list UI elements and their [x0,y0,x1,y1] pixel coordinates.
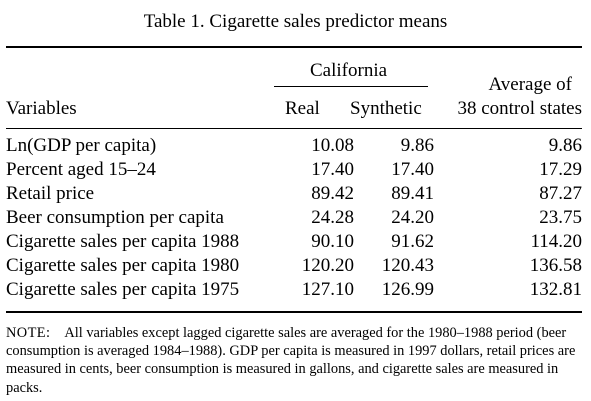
row-average: 114.20 [530,231,582,252]
header-synthetic: Synthetic [350,98,422,119]
row-variable: Percent aged 15–24 [6,159,156,180]
header-group-california: California [310,60,388,81]
row-average: 23.75 [539,207,582,228]
row-average: 9.86 [548,135,582,156]
row-synthetic: 120.43 [381,255,434,276]
table-row: Percent aged 15–24 17.40 17.40 17.29 [6,158,582,182]
row-synthetic: 91.62 [391,231,434,252]
table-row: Cigarette sales per capita 1980 120.20 1… [6,254,582,278]
table-row: Cigarette sales per capita 1988 90.10 91… [6,230,582,254]
row-variable: Retail price [6,183,95,204]
row-synthetic: 89.41 [391,183,434,204]
bottom-rule [6,311,582,313]
row-real: 89.42 [311,183,354,204]
row-average: 132.81 [529,279,582,300]
row-synthetic: 24.20 [391,207,434,228]
header-variables: Variables [6,98,77,119]
table-caption: Table 1. Cigarette sales predictor means [143,11,448,32]
note-label: NOTE: [6,325,51,341]
row-real: 17.40 [311,159,354,180]
header-rule [6,128,582,129]
table-row: Retail price 89.42 89.41 87.27 [6,182,582,206]
row-variable: Beer consumption per capita [6,207,224,228]
row-average: 87.27 [539,183,582,204]
header-real: Real [285,98,320,119]
row-real: 120.20 [301,255,354,276]
header-average-line1: Average of [488,74,572,95]
row-average: 17.29 [539,159,582,180]
row-synthetic: 9.86 [400,135,434,156]
california-group-underline [274,86,428,87]
row-variable: Cigarette sales per capita 1975 [6,279,240,300]
table-note: NOTE: All variables except lagged cigaret… [6,324,584,397]
row-variable: Ln(GDP per capita) [6,135,157,156]
row-variable: Cigarette sales per capita 1980 [6,255,240,276]
top-rule [6,46,582,48]
table-row: Ln(GDP per capita) 10.08 9.86 9.86 [6,134,582,158]
table-row: Beer consumption per capita 24.28 24.20 … [6,206,582,230]
row-synthetic: 17.40 [391,159,434,180]
row-variable: Cigarette sales per capita 1988 [6,231,240,252]
row-synthetic: 126.99 [381,279,434,300]
table-row: Cigarette sales per capita 1975 127.10 1… [6,278,582,302]
note-text: All variables except lagged cigarette sa… [6,325,576,396]
header-average-line2: 38 control states [457,98,582,119]
predictor-means-table: Ln(GDP per capita) 10.08 9.86 9.86 Perce… [6,134,582,302]
row-real: 90.10 [311,231,354,252]
row-average: 136.58 [529,255,582,276]
row-real: 127.10 [301,279,354,300]
row-real: 24.28 [311,207,354,228]
row-real: 10.08 [311,135,354,156]
